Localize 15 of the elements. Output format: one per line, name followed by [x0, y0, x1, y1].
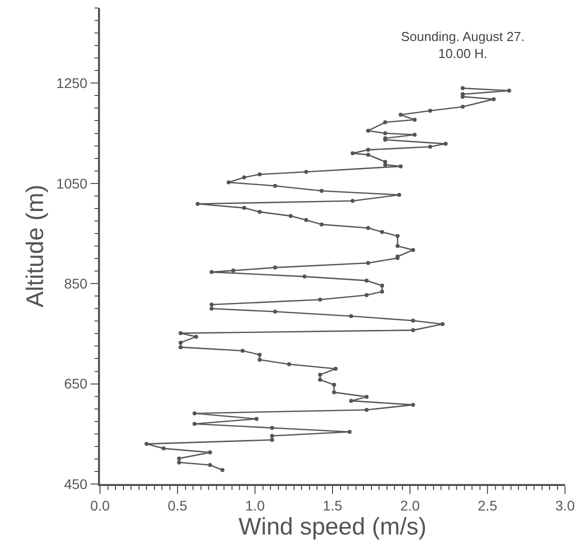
x-tick-label: 3.0: [555, 498, 575, 514]
y-tick-label: 650: [64, 376, 88, 392]
x-tick-label: 1.0: [245, 498, 265, 514]
y-axis-title: Altitude (m): [22, 184, 49, 308]
x-tick-label: 2.0: [400, 498, 420, 514]
y-tick-label: 850: [64, 275, 88, 292]
x-tick-label: 0.5: [168, 498, 188, 514]
x-tick-label: 2.5: [478, 498, 498, 514]
y-tick-label: 450: [64, 476, 88, 492]
x-axis-title: Wind speed (m/s): [238, 514, 427, 541]
annotation: Sounding. August 27. 10.00 H.: [401, 29, 525, 61]
x-tick-label: 0.0: [90, 498, 110, 514]
y-tick-label: 1250: [56, 75, 88, 92]
x-tick-label: 1.5: [322, 498, 342, 514]
y-tick-label: 1050: [56, 175, 88, 192]
